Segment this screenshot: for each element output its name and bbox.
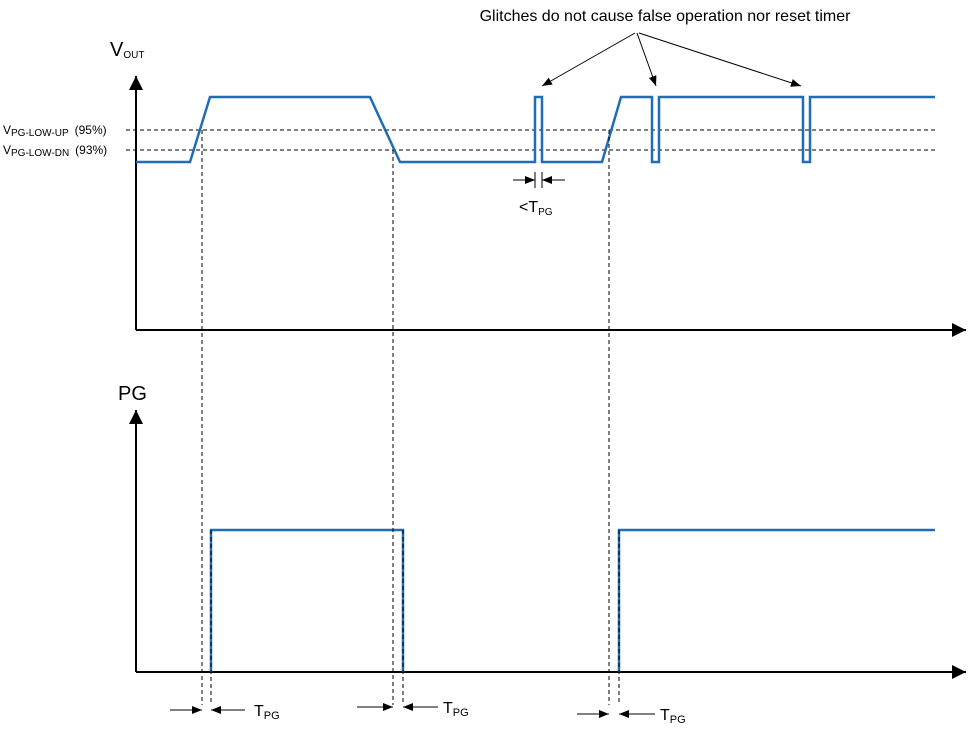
t-sub: PG-LOW-DN xyxy=(11,148,69,159)
vout-waveform xyxy=(136,95,935,164)
t-main: V xyxy=(3,143,11,157)
vout-label-main: V xyxy=(110,39,124,61)
d-sub: PG xyxy=(453,707,469,719)
g-main: <T xyxy=(519,199,538,216)
d-main: T xyxy=(443,700,453,717)
delay-label: TPG xyxy=(254,703,280,722)
delay-label: TPG xyxy=(660,707,686,726)
t-pct: (93%) xyxy=(75,143,107,157)
d-sub: PG xyxy=(670,714,686,726)
t-main: V xyxy=(3,123,11,137)
pg-label: PG xyxy=(118,383,147,405)
d-main: T xyxy=(660,707,670,724)
glitch-label: <TPG xyxy=(519,199,553,218)
pg-waveform xyxy=(209,528,405,672)
t-sub: PG-LOW-UP xyxy=(11,128,69,139)
annotation: Glitches do not cause false operation no… xyxy=(480,8,852,25)
vout-label: VOUT xyxy=(110,39,144,61)
pg-waveform xyxy=(617,528,935,672)
delay-label: TPG xyxy=(443,700,469,719)
threshold-up-label: VPG-LOW-UP (95%) xyxy=(3,123,107,139)
threshold-dn-label: VPG-LOW-DN (93%) xyxy=(3,143,107,159)
annotation-arrows xyxy=(541,32,802,87)
d-main: T xyxy=(254,703,264,720)
guide-lines xyxy=(201,130,620,705)
g-sub: PG xyxy=(538,207,553,218)
t-pct: (95%) xyxy=(75,123,107,137)
d-sub: PG xyxy=(264,710,280,722)
delay-arrows xyxy=(170,703,655,718)
vout-label-sub: OUT xyxy=(123,50,144,61)
